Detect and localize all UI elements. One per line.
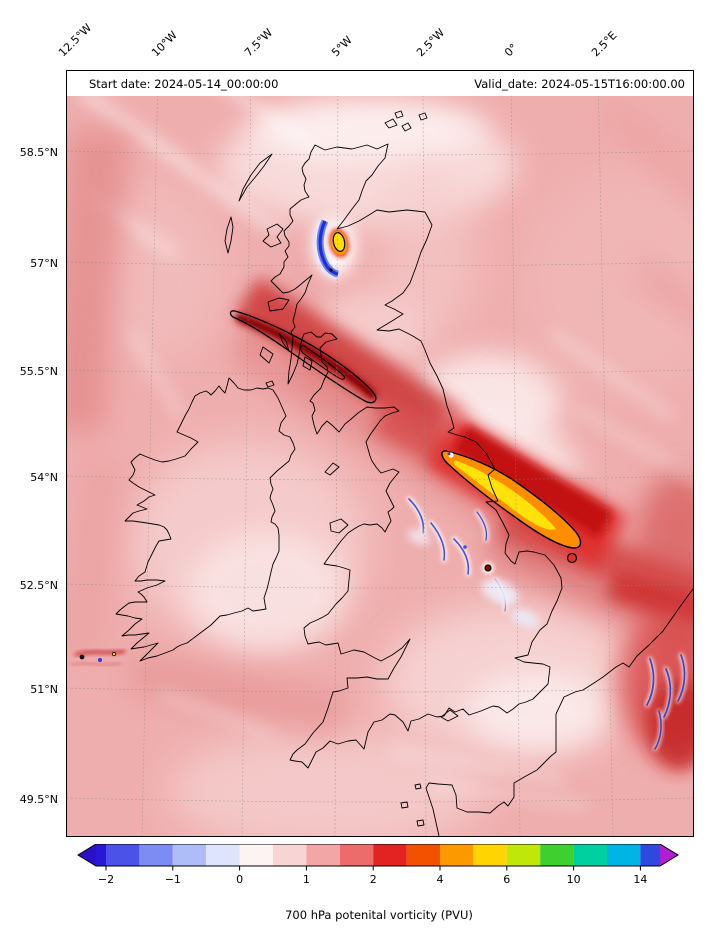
negative-pv-spot (312, 217, 356, 280)
colorbar-label: 700 hPa potenital vorticity (PVU) (285, 908, 473, 922)
colorbar-tick-label: 1 (303, 873, 310, 886)
pv-pale-halo (451, 402, 579, 490)
colorbar-cell (96, 844, 106, 866)
start-date-text: Start date: 2024-05-14_00:00:00 (89, 76, 279, 91)
colorbar-tick-label: 4 (437, 873, 444, 886)
lon-tick-label: 10°W (149, 28, 180, 60)
coastline-great-britain (270, 143, 563, 769)
coastline-channel-islands (400, 783, 425, 827)
lat-tick-label: 51°N (30, 683, 58, 696)
pv-specks-sw-ireland (70, 649, 126, 667)
lon-tick-label: 0° (502, 41, 521, 60)
colorbar-cell (373, 844, 407, 866)
lat-tick-label: 58.5°N (19, 146, 58, 159)
colorbar-cells (96, 844, 660, 866)
coastline-continent (425, 588, 693, 836)
coastlines (115, 110, 693, 836)
colorbar-cell (306, 844, 340, 866)
colorbar-tick-label: 2 (370, 873, 377, 886)
colorbar-cell (239, 844, 273, 866)
colorbar-cell (106, 844, 140, 866)
colorbar-cell (540, 844, 574, 866)
lon-tick-label: 7.5°W (242, 26, 276, 60)
colorbar-tick-label: −1 (165, 873, 181, 886)
colorbar-left-arrow (78, 844, 96, 866)
date-strip: Start date: 2024-05-14_00:00:00 Valid_da… (67, 71, 693, 96)
lat-tick-label: 55.5°N (19, 365, 58, 378)
colorbar-cell (406, 844, 440, 866)
lat-tick-label: 54°N (30, 471, 58, 484)
lon-tick-label: 12.5°W (56, 21, 95, 60)
lon-tick-label: 2.5°W (414, 26, 448, 60)
colorbar: −2 −1 0 1 2 4 6 10 14 (66, 843, 692, 890)
pv-texture-wisps (128, 328, 693, 810)
colorbar-cell (573, 844, 607, 866)
lat-tick-label: 57°N (30, 257, 58, 270)
colorbar-svg: −2 −1 0 1 2 4 6 10 14 (77, 843, 679, 886)
valid-date-text: Valid_date: 2024-05-15T16:00:00.00 (474, 76, 685, 91)
pv-field-map (67, 71, 693, 836)
colorbar-cell (506, 844, 541, 866)
colorbar-tick-label: 14 (633, 873, 647, 886)
colorbar-cell (339, 844, 374, 866)
colorbar-cell (473, 844, 507, 866)
map-plot-area: Start date: 2024-05-14_00:00:00 Valid_da… (66, 70, 694, 837)
pv-streak-contour (229, 310, 377, 404)
coastline-ireland (115, 377, 296, 662)
colorbar-cell (206, 844, 240, 866)
lon-tick-label: 5°W (329, 33, 355, 60)
lon-tick-label: 2.5°E (589, 28, 620, 60)
lat-tick-label: 49.5°N (19, 793, 58, 806)
colorbar-outline (77, 843, 679, 867)
colorbar-ticks: −2 −1 0 1 2 4 6 10 14 (98, 866, 647, 886)
colorbar-cell (172, 844, 207, 866)
colorbar-cell (440, 844, 474, 866)
colorbar-right-arrow (660, 844, 678, 866)
colorbar-tick-label: 6 (503, 873, 510, 886)
lat-tick-label: 52.5°N (19, 579, 58, 592)
pv-patch-se-corner (618, 611, 693, 771)
colorbar-cell (607, 844, 641, 866)
colorbar-tick-label: −2 (98, 873, 114, 886)
colorbar-tick-label: 10 (567, 873, 581, 886)
colorbar-tick-label: 0 (236, 873, 243, 886)
colorbar-cell (640, 844, 660, 866)
graticule-gridlines (67, 71, 693, 836)
pv-lavender-patches (407, 528, 540, 628)
coastline-islands (224, 110, 459, 722)
colorbar-cell (273, 844, 307, 866)
pv-max-filament (425, 413, 629, 569)
colorbar-cell (139, 844, 173, 866)
pv-white-striations (77, 77, 319, 259)
